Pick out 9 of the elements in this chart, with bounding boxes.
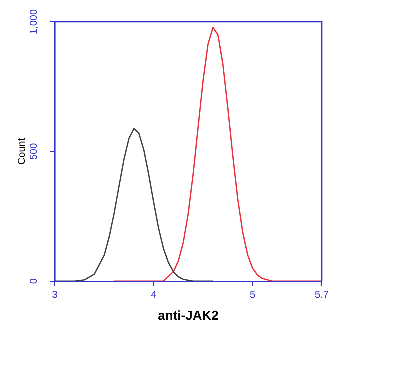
x-tick-label: 3 [52,290,58,302]
y-tick-label: 500 [29,142,40,160]
y-tick-label: 0 [29,278,40,284]
y-axis-title: Count [16,138,28,166]
x-tick-label: 5 [250,290,256,302]
x-tick-label: 4 [151,290,158,302]
x-tick-label: 5.7 [315,290,330,302]
y-tick-label: 1,000 [29,9,40,35]
x-axis-title: anti-JAK2 [158,308,219,323]
